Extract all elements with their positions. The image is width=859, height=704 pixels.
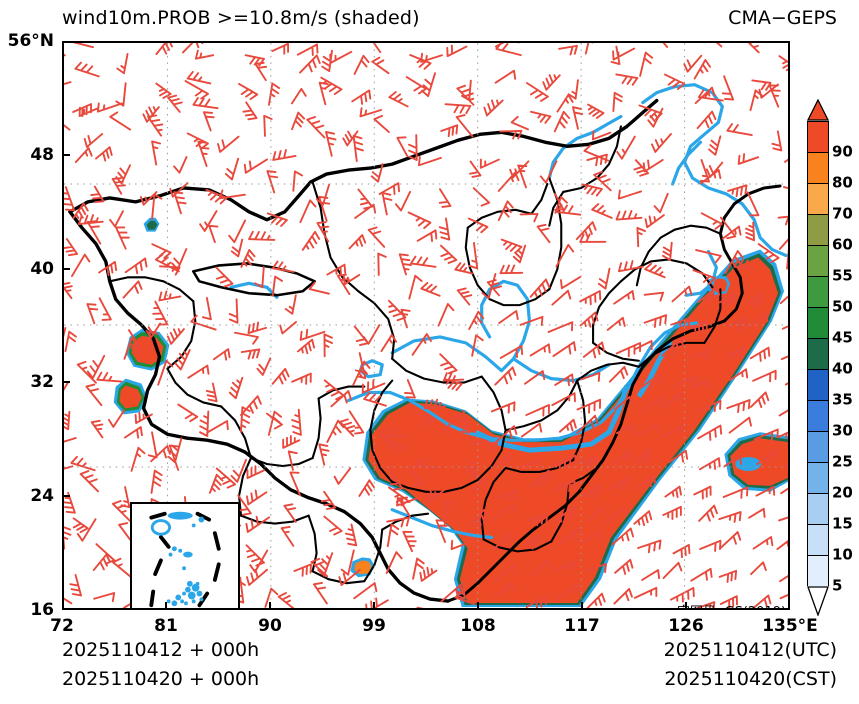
colorbar-segment[interactable] — [807, 276, 829, 307]
wind-barb — [64, 43, 788, 608]
footer-valid-cst: 2025110420(CST) — [664, 668, 837, 690]
footer-init-utc: 2025110412 + 000h — [62, 639, 260, 661]
colorbar-segment[interactable] — [807, 121, 829, 152]
colorbar-segment[interactable] — [807, 152, 829, 183]
x-axis-tick — [269, 602, 271, 610]
colorbar-segment[interactable] — [807, 214, 829, 245]
colorbar-segment[interactable] — [807, 431, 829, 462]
page-title: wind10m.PROB >=10.8m/s (shaded) — [62, 7, 420, 29]
south-china-sea-inset-map[interactable]: 1:40000000 — [130, 502, 240, 608]
model-label: CMA−GEPS — [728, 7, 837, 29]
y-axis-tick — [62, 495, 70, 498]
colorbar-segment[interactable] — [807, 338, 829, 369]
y-axis-tick-label: 40 — [30, 258, 54, 279]
x-axis-tick-label: 135°E — [762, 616, 818, 636]
x-axis-tick-label: 72 — [50, 616, 74, 636]
x-axis-tick-label: 90 — [258, 616, 282, 636]
colorbar-tick-label: 5 — [832, 576, 843, 595]
x-axis-tick-label: 99 — [362, 616, 386, 636]
colorbar-segment[interactable] — [807, 400, 829, 431]
x-axis-tick — [373, 602, 375, 610]
colorbar-tick-label: 25 — [832, 452, 853, 471]
colorbar-over-arrow — [807, 99, 829, 121]
colorbar[interactable]: 90 80 70 60 55 50 45 40 35 30 25 20 15 10 5 — [807, 99, 853, 616]
inset-map-graphic — [149, 511, 221, 608]
x-axis-tick-label: 117 — [564, 616, 600, 636]
x-axis-tick — [477, 602, 479, 610]
colorbar-tick-label: 50 — [832, 297, 853, 316]
colorbar-tick-label: 45 — [832, 328, 853, 347]
colorbar-tick-label: 80 — [832, 173, 853, 192]
colorbar-tick-label: 90 — [832, 142, 853, 161]
wind-barbs-layer — [64, 43, 788, 608]
y-axis-tick-label: 16 — [30, 600, 54, 620]
colorbar-segment[interactable] — [807, 493, 829, 524]
colorbar-tick-label: 30 — [832, 421, 853, 440]
colorbar-tick-label: 15 — [832, 514, 853, 533]
rivers-layer — [229, 83, 788, 540]
x-axis-tick — [581, 602, 583, 610]
x-axis-tick-label: 81 — [154, 616, 178, 636]
x-axis-tick — [165, 602, 167, 610]
x-axis-tick — [685, 602, 687, 610]
footer-valid-utc: 2025110412(UTC) — [663, 639, 837, 661]
colorbar-segment[interactable] — [807, 245, 829, 276]
y-axis-tick-label: 32 — [30, 372, 54, 393]
colorbar-segment[interactable] — [807, 307, 829, 338]
colorbar-tick-label: 10 — [832, 545, 853, 564]
shaded-region-west-tibet-b — [113, 378, 148, 415]
colorbar-tick-label: 35 — [832, 390, 853, 409]
footer-init-cst: 2025110420 + 000h — [62, 668, 260, 690]
colorbar-tick-label: 40 — [832, 359, 853, 378]
colorbar-tick-label: 70 — [832, 204, 853, 223]
y-axis-tick-label: 48 — [30, 144, 54, 165]
colorbar-under-arrow — [807, 586, 829, 616]
map-plot-area[interactable]: 1:40000000 审图号: GS(2019) 1786 1:20000000 — [62, 41, 790, 610]
colorbar-segment[interactable] — [807, 183, 829, 214]
y-axis-tick-label: 56°N — [7, 31, 54, 51]
shaded-region-northwest-spot — [143, 217, 160, 232]
x-axis-tick-label: 126 — [668, 616, 704, 636]
colorbar-tick-label: 60 — [832, 235, 853, 254]
y-axis-tick — [62, 153, 70, 156]
colorbar-segment[interactable] — [807, 462, 829, 493]
grid-layer — [64, 43, 788, 608]
colorbar-tick-label: 20 — [832, 483, 853, 502]
y-axis-tick — [62, 267, 70, 270]
x-axis-tick-label: 108 — [460, 616, 496, 636]
colorbar-segment[interactable] — [807, 369, 829, 400]
colorbar-segment[interactable] — [807, 555, 829, 586]
y-axis-tick — [62, 381, 70, 384]
map-credit: 审图号: GS(2019) 1786 1:20000000 — [677, 604, 788, 608]
colorbar-tick-label: 55 — [832, 266, 853, 285]
map-credit-line1: 审图号: GS(2019) 1786 — [677, 604, 788, 608]
shaded-region-taiwan-patch — [724, 432, 788, 492]
shaded-region-inner-rivers — [474, 339, 673, 453]
colorbar-segment[interactable] — [807, 524, 829, 555]
y-axis-tick-label: 24 — [30, 486, 54, 507]
